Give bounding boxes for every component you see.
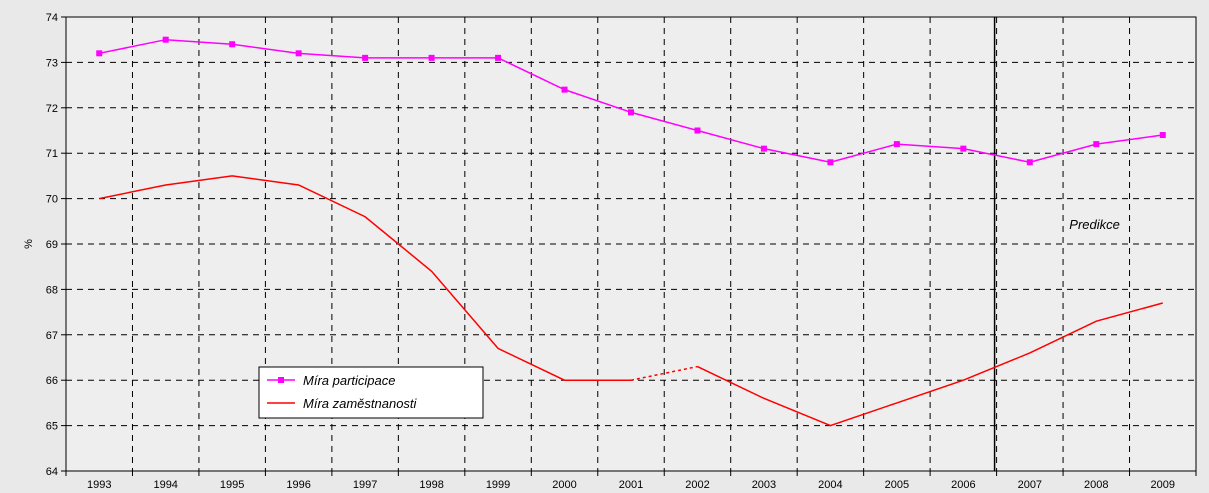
x-tick-label: 1994 xyxy=(153,479,177,491)
x-tick-label: 1993 xyxy=(87,479,111,491)
y-tick-label: 71 xyxy=(46,148,58,160)
data-point xyxy=(495,54,502,61)
y-tick-label: 68 xyxy=(46,284,58,296)
legend: Míra participace Míra zaměstnanosti xyxy=(258,366,484,419)
x-tick-label: 1999 xyxy=(486,479,510,491)
data-point xyxy=(760,145,767,152)
data-point xyxy=(694,127,701,134)
data-point xyxy=(362,54,369,61)
legend-box xyxy=(258,366,484,419)
series-line-dashed xyxy=(630,365,698,381)
y-tick-label: 70 xyxy=(46,194,58,206)
data-point xyxy=(96,50,103,57)
series-line xyxy=(697,302,1163,427)
legend-marker xyxy=(278,377,284,383)
legend-label: Míra participace xyxy=(303,373,395,388)
x-tick-label: 2001 xyxy=(619,479,643,491)
legend-label: Míra zaměstnanosti xyxy=(303,396,418,411)
y-tick-label: 65 xyxy=(46,421,58,433)
x-tick-label: 2005 xyxy=(885,479,909,491)
data-point xyxy=(428,54,435,61)
y-tick-label: 64 xyxy=(46,466,58,478)
data-point xyxy=(229,41,236,48)
data-point xyxy=(893,141,900,148)
data-point xyxy=(295,50,302,57)
y-tick-label: 66 xyxy=(46,375,58,387)
series-1 xyxy=(96,36,1166,166)
x-tick-label: 1998 xyxy=(419,479,443,491)
x-tick-label: 2006 xyxy=(951,479,975,491)
y-tick-label: 72 xyxy=(46,103,58,115)
x-tick-label: 2003 xyxy=(752,479,776,491)
data-point xyxy=(1159,132,1166,139)
x-tick-label: 2002 xyxy=(685,479,709,491)
data-point xyxy=(162,36,169,43)
legend-item: Míra zaměstnanosti xyxy=(267,396,418,411)
data-point xyxy=(1093,141,1100,148)
data-point xyxy=(960,145,967,152)
series-line xyxy=(99,175,631,381)
x-tick-label: 1997 xyxy=(353,479,377,491)
x-tick-label: 2004 xyxy=(818,479,842,491)
plot-border xyxy=(65,16,1197,472)
data-point xyxy=(561,86,568,93)
x-tick-label: 2008 xyxy=(1084,479,1108,491)
legend-item: Míra participace xyxy=(267,373,395,388)
y-tick-label: 73 xyxy=(46,57,58,69)
y-axis-label: % xyxy=(23,239,35,249)
series-2 xyxy=(99,175,1163,427)
y-tick-label: 74 xyxy=(46,12,58,24)
x-tick-label: 1996 xyxy=(286,479,310,491)
data-point xyxy=(827,159,834,166)
x-tick-label: 2007 xyxy=(1018,479,1042,491)
x-tick-label: 2009 xyxy=(1151,479,1175,491)
x-tick-label: 2000 xyxy=(552,479,576,491)
y-tick-label: 67 xyxy=(46,330,58,342)
data-point xyxy=(628,109,634,116)
y-tick-label: 69 xyxy=(46,239,58,251)
x-tick-label: 1995 xyxy=(220,479,244,491)
data-point xyxy=(1026,159,1033,166)
prediction-label: Predikce xyxy=(1069,217,1120,232)
